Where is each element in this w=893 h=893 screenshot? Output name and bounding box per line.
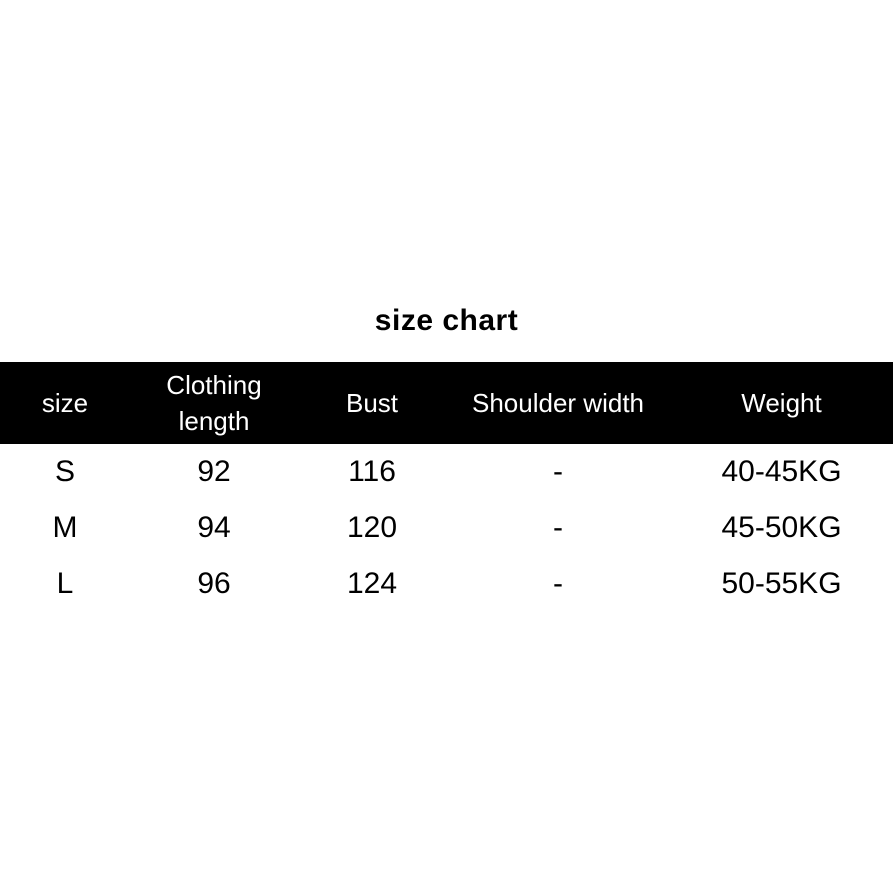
column-header-bust: Bust xyxy=(345,388,399,418)
column-header-size: size xyxy=(41,388,89,418)
cell-shoulder-width: - xyxy=(553,567,563,600)
cell-weight: 40-45KG xyxy=(721,455,842,488)
table-header-row: size Clothing length Bust Shoulder width… xyxy=(0,362,893,444)
cell-size: L xyxy=(56,567,74,600)
cell-shoulder-width: - xyxy=(553,511,563,544)
cell-clothing-length: 96 xyxy=(197,567,231,600)
cell-bust: 120 xyxy=(346,511,398,544)
column-header-shoulder-width: Shoulder width xyxy=(472,388,644,418)
column-header-weight: Weight xyxy=(741,388,822,418)
table-row-l: L 96 124 - 50-55KG xyxy=(0,556,893,612)
cell-weight: 45-50KG xyxy=(721,511,842,544)
cell-size: M xyxy=(52,511,78,544)
cell-bust: 116 xyxy=(348,455,396,488)
table-row-s: S 92 116 - 40-45KG xyxy=(0,444,893,500)
cell-weight: 50-55KG xyxy=(721,567,842,600)
cell-shoulder-width: - xyxy=(553,455,563,488)
cell-size: S xyxy=(54,455,75,488)
column-header-clothing-length: Clothing length xyxy=(166,370,262,436)
size-table: size Clothing length Bust Shoulder width… xyxy=(0,362,893,612)
page-title: size chart xyxy=(374,304,519,337)
cell-clothing-length: 94 xyxy=(197,511,231,544)
cell-bust: 124 xyxy=(346,567,398,600)
cell-clothing-length: 92 xyxy=(197,455,231,488)
table-row-m: M 94 120 - 45-50KG xyxy=(0,500,893,556)
